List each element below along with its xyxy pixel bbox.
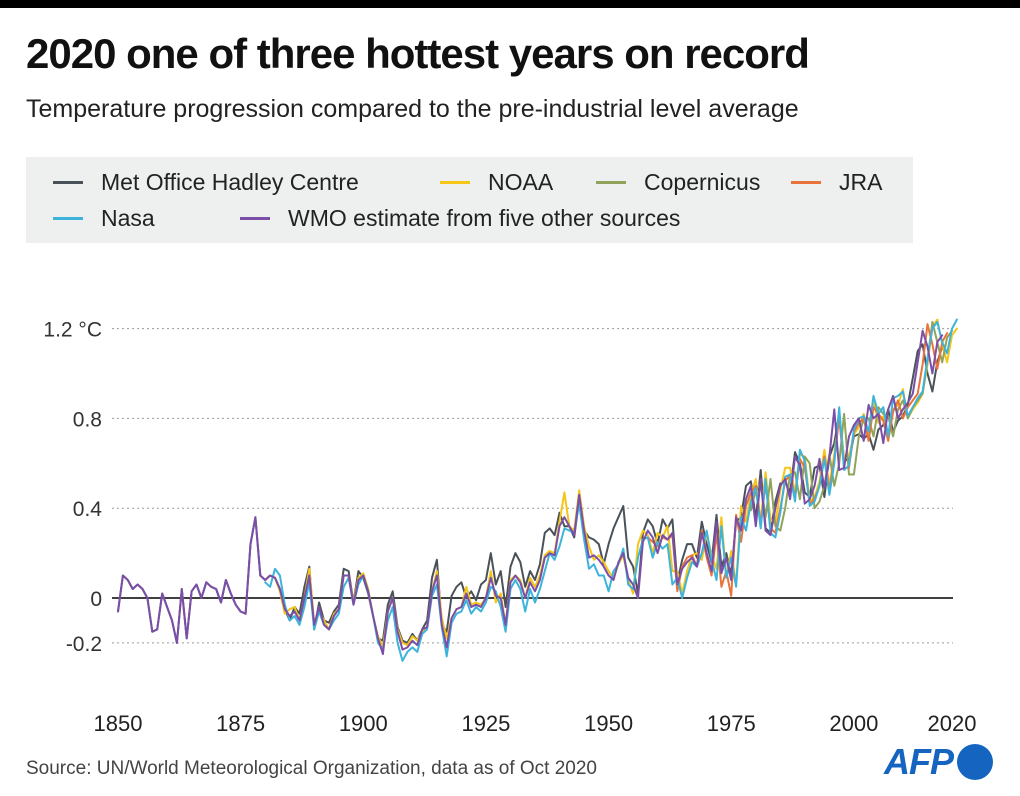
afp-logo: AFP [884, 741, 993, 782]
legend-item-copernicus: Copernicus [596, 169, 760, 196]
x-tick-label-0: 1850 [94, 711, 143, 736]
x-tick-label-4: 1950 [584, 711, 633, 736]
y-tick-label-3: 0 [90, 588, 102, 611]
legend-swatch-wmo [240, 217, 270, 220]
top-rule [0, 0, 1020, 8]
legend-swatch-noaa [440, 181, 470, 184]
y-tick-label-0: 1.2 °C [43, 319, 102, 342]
legend-item-noaa: NOAA [440, 169, 553, 196]
chart-title: 2020 one of three hottest years on recor… [26, 30, 810, 77]
legend-item-wmo: WMO estimate from five other sources [240, 205, 680, 232]
legend-label-nasa: Nasa [101, 205, 155, 231]
legend-label-jra: JRA [839, 169, 883, 195]
series-line-nasa [264, 318, 958, 662]
legend-label-noaa: NOAA [488, 169, 554, 195]
series-line-wmo [117, 329, 944, 656]
x-tick-label-3: 1925 [461, 711, 510, 736]
legend-swatch-copernicus [596, 181, 626, 184]
afp-logo-text: AFP [884, 741, 954, 782]
y-tick-label-4: -0.2 [66, 633, 102, 656]
legend-swatch-jra [791, 181, 821, 184]
y-tick-label-1: 0.8 [73, 408, 102, 431]
legend-label-hadley: Met Office Hadley Centre [101, 169, 359, 195]
legend-label-copernicus: Copernicus [644, 169, 761, 195]
x-tick-label-5: 1975 [707, 711, 756, 736]
y-tick-label-2: 0.4 [73, 498, 103, 521]
legend: Met Office Hadley Centre NOAA Copernicus… [26, 157, 913, 243]
legend-swatch-hadley [53, 181, 83, 184]
legend-item-jra: JRA [791, 169, 882, 196]
chart-subtitle: Temperature progression compared to the … [26, 95, 799, 123]
afp-logo-dot [957, 744, 993, 780]
x-tick-label-7: 2020 [928, 711, 977, 736]
x-tick-label-2: 1900 [339, 711, 388, 736]
legend-item-hadley: Met Office Hadley Centre [53, 169, 359, 196]
legend-swatch-nasa [53, 217, 83, 220]
source-note: Source: UN/World Meteorological Organiza… [26, 758, 597, 779]
x-tick-label-1: 1875 [216, 711, 265, 736]
x-tick-label-6: 2000 [829, 711, 878, 736]
legend-label-wmo: WMO estimate from five other sources [288, 205, 681, 231]
legend-item-nasa: Nasa [53, 205, 155, 232]
series-line-copernicus [749, 320, 953, 532]
